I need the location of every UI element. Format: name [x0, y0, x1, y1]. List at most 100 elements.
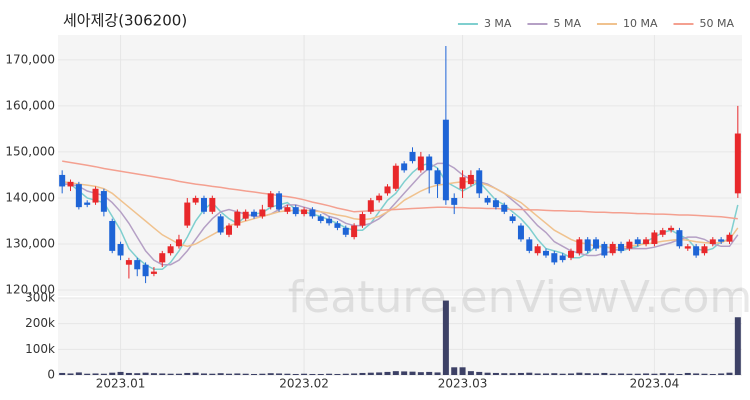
- candle-body: [209, 197, 216, 212]
- volume-bar: [409, 371, 416, 375]
- chart-title: 세아제강(306200): [63, 12, 187, 30]
- candle-body: [693, 246, 700, 256]
- volume-bar: [359, 372, 366, 375]
- candle-body: [192, 197, 199, 203]
- candle-body: [634, 239, 641, 244]
- volume-bar: [626, 373, 633, 375]
- candle-body: [367, 200, 374, 212]
- volume-bar: [342, 373, 349, 375]
- candle-body: [651, 232, 658, 244]
- candle-body: [576, 239, 583, 254]
- y-tick-label: 160,000: [5, 98, 55, 112]
- candle-body: [584, 239, 591, 251]
- volume-bar: [175, 373, 182, 375]
- candle-body: [559, 255, 566, 261]
- candle-body: [401, 163, 408, 171]
- volume-bar: [467, 371, 474, 375]
- candle-body: [459, 177, 466, 189]
- volume-bar: [317, 373, 324, 375]
- volume-bar: [417, 372, 424, 375]
- volume-bar: [651, 373, 658, 375]
- candle-body: [284, 207, 291, 212]
- candle-body: [125, 260, 132, 265]
- volume-bar: [718, 373, 725, 375]
- candle-body: [551, 253, 558, 263]
- volume-bar: [501, 373, 508, 375]
- volume-bar: [709, 373, 716, 375]
- volume-bar: [351, 373, 358, 375]
- volume-bar: [384, 371, 391, 375]
- candle-body: [100, 191, 107, 212]
- candle-body: [376, 195, 383, 201]
- candle-body: [392, 165, 399, 189]
- candle-body: [684, 246, 691, 249]
- volume-bar: [542, 373, 549, 375]
- x-tick-label: 2023.03: [438, 377, 488, 391]
- candle-body: [159, 253, 166, 263]
- volume-bar: [551, 373, 558, 375]
- volume-bar: [434, 372, 441, 375]
- volume-bar: [334, 373, 341, 375]
- candle-body: [150, 271, 157, 274]
- candle-body: [718, 239, 725, 242]
- ma-line: [62, 162, 739, 271]
- volume-bar: [526, 372, 533, 375]
- candle-body: [609, 243, 616, 254]
- candle-body: [426, 156, 433, 171]
- volume-bar: [292, 373, 299, 375]
- volume-bar: [676, 373, 683, 375]
- volume-bar: [442, 300, 449, 375]
- legend-label: 5 MA: [553, 17, 581, 30]
- volume-bar: [601, 372, 608, 375]
- candle-body: [292, 207, 299, 215]
- candle-body: [175, 239, 182, 247]
- volume-bar: [534, 373, 541, 375]
- watermark: feature.enViewV.com: [288, 272, 750, 323]
- volume-bar: [125, 372, 132, 375]
- volume-bar: [734, 317, 741, 375]
- candle-body: [568, 250, 574, 258]
- candle-body: [134, 260, 141, 270]
- candle-body: [259, 209, 266, 217]
- candle-body: [659, 230, 666, 235]
- volume-bar: [242, 373, 249, 375]
- candle-body: [200, 197, 207, 212]
- volume-bar: [109, 372, 116, 375]
- volume-bar: [593, 373, 600, 375]
- x-tick-label: 2023.04: [630, 377, 680, 391]
- y-tick-label: 120,000: [5, 283, 55, 297]
- volume-bar: [267, 373, 274, 375]
- volume-bar: [634, 373, 641, 375]
- volume-bar: [234, 373, 241, 375]
- volume-bar: [659, 373, 666, 375]
- volume-bar: [459, 367, 466, 375]
- volume-bar: [643, 373, 650, 375]
- candle-body: [593, 239, 600, 249]
- volume-bar: [376, 372, 383, 375]
- candle-body: [709, 239, 716, 244]
- candle-body: [334, 223, 341, 228]
- candle-body: [726, 234, 733, 242]
- volume-bar: [226, 373, 232, 375]
- candle-body: [309, 209, 316, 217]
- candle-body: [526, 239, 533, 251]
- y-tick-label: 130,000: [5, 236, 55, 250]
- legend-label: 3 MA: [484, 17, 512, 30]
- candle-body: [734, 133, 741, 194]
- candle-body: [109, 220, 116, 251]
- candle-body: [417, 156, 424, 171]
- candle-body: [276, 193, 283, 210]
- candle-body: [467, 174, 474, 185]
- volume-bar: [276, 373, 283, 375]
- volume-bar: [209, 373, 216, 375]
- candle-body: [234, 211, 241, 226]
- candle-body: [484, 197, 491, 203]
- legend-label: 10 MA: [623, 17, 658, 30]
- y-tick-label: 300k: [25, 291, 55, 305]
- candle-body: [668, 227, 675, 231]
- candle-body: [676, 230, 683, 247]
- candle-body: [226, 225, 232, 235]
- volume-bar: [492, 372, 499, 375]
- candle-body: [184, 202, 191, 226]
- volume-bar: [159, 373, 166, 375]
